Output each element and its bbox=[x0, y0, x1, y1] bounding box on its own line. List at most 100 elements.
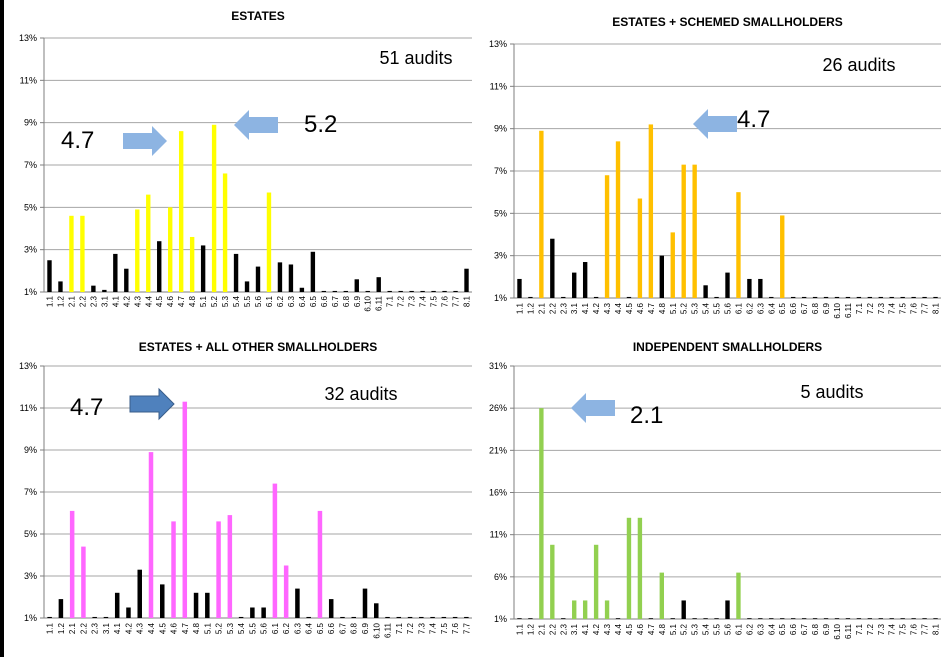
bar-8.1 bbox=[933, 296, 938, 298]
bar-6.4 bbox=[769, 296, 774, 298]
bar-4.5 bbox=[160, 584, 165, 618]
x-tick-label: 5.6 bbox=[254, 295, 263, 307]
x-tick-label: 6.4 bbox=[767, 623, 776, 635]
audits-count: 26 audits bbox=[822, 55, 895, 75]
x-tick-label: 5.3 bbox=[221, 295, 230, 307]
x-tick-label: 7.2 bbox=[866, 623, 875, 635]
x-tick-label: 1.1 bbox=[45, 295, 54, 307]
bar-7.5 bbox=[900, 618, 905, 619]
bar-6.2 bbox=[747, 278, 752, 298]
x-tick-label: 7.6 bbox=[910, 623, 919, 635]
y-tick-label: 13% bbox=[19, 361, 37, 371]
audits-count: 51 audits bbox=[379, 48, 452, 68]
x-tick-label: 4.7 bbox=[647, 302, 656, 314]
x-tick-label: 3.1 bbox=[570, 302, 579, 314]
bar-7.3 bbox=[878, 296, 883, 298]
bar-4.7 bbox=[648, 124, 654, 298]
x-tick-label: 8.1 bbox=[932, 623, 941, 635]
x-tick-label: 7.1 bbox=[395, 622, 404, 634]
bar-7.6 bbox=[911, 296, 916, 298]
x-tick-label: 6.9 bbox=[822, 623, 831, 635]
x-tick-label: 4.4 bbox=[614, 302, 623, 314]
bar-1.1 bbox=[47, 616, 52, 618]
x-tick-label: 5.1 bbox=[199, 295, 208, 307]
bar-2.2 bbox=[550, 544, 555, 619]
bar-2.3 bbox=[561, 618, 566, 619]
bar-7.2 bbox=[867, 618, 873, 619]
x-tick-label: 6.11 bbox=[384, 622, 393, 638]
bar-6.6 bbox=[791, 296, 796, 298]
bar-4.1 bbox=[113, 253, 118, 292]
bar-4.7 bbox=[178, 131, 184, 292]
y-tick-label: 3% bbox=[24, 571, 37, 581]
bar-2.1 bbox=[69, 215, 74, 292]
x-tick-label: 4.5 bbox=[625, 302, 634, 314]
bar-7.1 bbox=[396, 616, 402, 618]
bar-4.8 bbox=[193, 592, 199, 618]
bar-4.3 bbox=[137, 569, 142, 618]
bar-6.9 bbox=[362, 588, 368, 618]
bar-6.11 bbox=[385, 616, 390, 618]
x-tick-label: 6.9 bbox=[822, 302, 831, 314]
bar-1.1 bbox=[47, 260, 52, 292]
x-tick-label: 6.1 bbox=[734, 623, 743, 635]
bar-3.1 bbox=[572, 600, 577, 619]
x-tick-label: 6.2 bbox=[745, 302, 754, 314]
x-tick-label: 5.4 bbox=[237, 622, 246, 634]
bar-6.1 bbox=[266, 192, 272, 292]
x-tick-label: 2.1 bbox=[67, 295, 76, 307]
bar-5.6 bbox=[725, 600, 730, 619]
annotation-label: 4.7 bbox=[61, 127, 94, 154]
bar-6.4 bbox=[299, 287, 305, 292]
y-tick-label: 9% bbox=[24, 118, 37, 128]
bar-4.5 bbox=[157, 241, 162, 292]
x-tick-label: 4.2 bbox=[592, 623, 601, 635]
y-tick-label: 1% bbox=[494, 293, 507, 303]
bar-6.8 bbox=[343, 290, 348, 292]
x-tick-label: 6.1 bbox=[271, 622, 280, 634]
x-tick-label: 6.10 bbox=[372, 622, 381, 638]
x-tick-label: 1.2 bbox=[56, 295, 65, 307]
bar-6.9 bbox=[823, 296, 829, 298]
x-tick-label: 4.3 bbox=[603, 623, 612, 635]
x-tick-label: 6.3 bbox=[293, 622, 302, 634]
x-tick-label: 6.5 bbox=[778, 623, 787, 635]
x-tick-label: 2.3 bbox=[89, 295, 98, 307]
y-tick-label: 1% bbox=[24, 287, 37, 297]
bar-4.6 bbox=[637, 517, 643, 619]
x-tick-label: 5.6 bbox=[724, 302, 733, 314]
x-tick-label: 4.5 bbox=[625, 623, 634, 635]
x-tick-label: 4.3 bbox=[133, 295, 142, 307]
bar-7.2 bbox=[407, 616, 413, 618]
y-tick-label: 11% bbox=[490, 530, 507, 540]
bar-5.4 bbox=[238, 616, 244, 618]
x-tick-label: 6.7 bbox=[338, 622, 347, 634]
x-tick-label: 5.4 bbox=[232, 295, 241, 307]
arrow-left-icon bbox=[571, 393, 615, 423]
x-tick-label: 7.3 bbox=[877, 623, 886, 635]
bar-4.4 bbox=[615, 618, 621, 619]
bar-5.3 bbox=[222, 173, 228, 292]
y-tick-label: 13% bbox=[489, 39, 507, 49]
y-tick-label: 5% bbox=[24, 202, 37, 212]
bar-7.7 bbox=[464, 616, 469, 618]
bar-6.10 bbox=[365, 290, 370, 292]
x-tick-label: 6.7 bbox=[800, 302, 809, 314]
bar-4.1 bbox=[582, 600, 588, 619]
x-tick-label: 6.11 bbox=[844, 623, 853, 639]
bar-6.1 bbox=[736, 572, 741, 619]
x-tick-label: 5.5 bbox=[713, 302, 722, 314]
x-tick-label: 6.8 bbox=[811, 623, 820, 635]
x-tick-label: 6.9 bbox=[361, 622, 370, 634]
y-tick-label: 3% bbox=[494, 251, 507, 261]
x-tick-label: 2.3 bbox=[559, 623, 568, 635]
bar-7.7 bbox=[922, 618, 927, 619]
bar-6.2 bbox=[747, 618, 752, 619]
annotation-label: 4.7 bbox=[70, 394, 103, 421]
bar-4.6 bbox=[171, 521, 176, 618]
bar-4.6 bbox=[168, 207, 173, 292]
bar-7.6 bbox=[911, 618, 916, 619]
chart-title: INDEPENDENT SMALLHOLDERS bbox=[633, 340, 822, 354]
arrow-right-icon bbox=[123, 126, 167, 156]
x-tick-label: 4.3 bbox=[136, 622, 145, 634]
